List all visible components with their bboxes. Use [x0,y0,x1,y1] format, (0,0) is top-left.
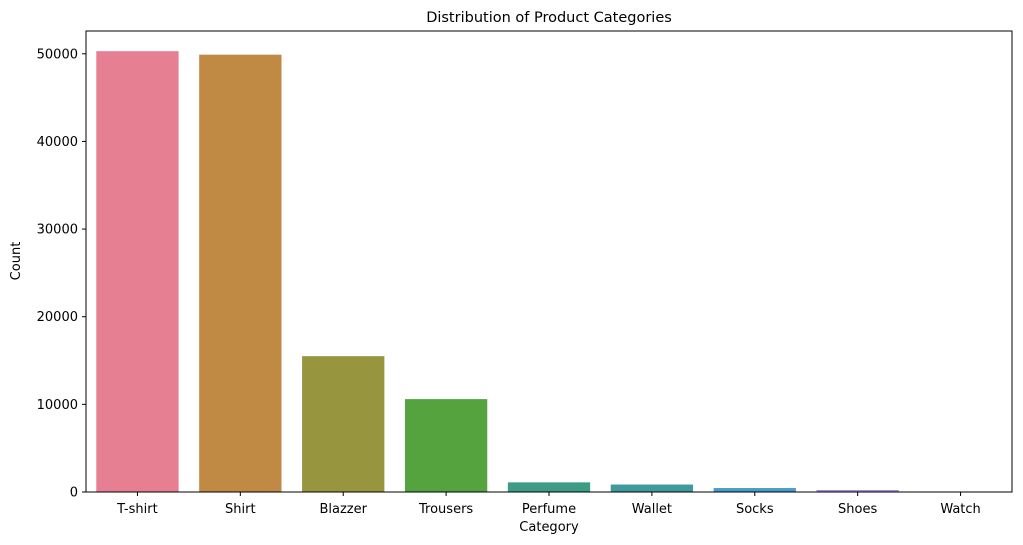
x-tick-label-socks: Socks [736,502,774,517]
y-tick-label-50000: 50000 [37,47,78,62]
y-axis-ticks: 0 10000 20000 30000 40000 50000 [37,47,86,501]
x-tick-label-perfume: Perfume [522,502,576,517]
bar-trousers [404,399,488,492]
bar-wallet [610,484,694,492]
x-axis-label: Category [519,520,579,535]
y-tick-label-10000: 10000 [37,398,78,413]
bar-shirt [199,54,282,492]
bar-t-shirt [96,51,179,492]
bar-shoes [816,489,899,492]
bar-perfume [507,482,591,492]
y-tick-label-0: 0 [70,486,78,501]
x-tick-label-blazzer: Blazzer [319,502,367,517]
x-tick-label-shoes: Shoes [838,502,877,517]
x-tick-label-trousers: Trousers [418,502,473,517]
bar-socks [713,488,796,492]
bars-group [96,51,1002,492]
x-tick-label-shirt: Shirt [225,502,256,517]
x-tick-label-wallet: Wallet [632,502,672,517]
plot-frame [85,30,1013,493]
x-tick-label-t-shirt: T-shirt [116,502,158,517]
bar-blazzer [302,356,385,492]
y-tick-label-40000: 40000 [37,135,78,150]
x-tick-label-watch: Watch [940,502,980,517]
y-tick-label-20000: 20000 [37,310,78,325]
y-axis-label: Count [9,242,24,281]
chart-title: Distribution of Product Categories [426,10,672,26]
y-tick-label-30000: 30000 [37,223,78,238]
x-axis-ticks: T-shirt Shirt Blazzer Trousers Perfume Wallet… [116,492,981,517]
